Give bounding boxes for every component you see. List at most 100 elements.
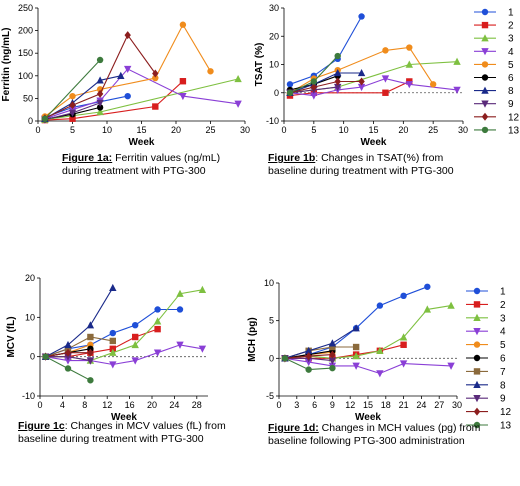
data-point-1 [400,292,407,300]
legend-entry-13: 13 [466,421,512,432]
y-tick-label: 50 [23,93,33,103]
y-tick-label: 100 [18,71,33,81]
series-line-4 [45,344,203,366]
legend-label: 7 [500,367,506,378]
x-tick-label: 18 [381,400,391,410]
x-tick-label: 5 [311,125,316,135]
data-point-1 [109,329,117,337]
series-line-4 [44,68,239,120]
data-point-12 [64,348,72,357]
legend-marker-6 [481,74,489,81]
legend-label: 13 [500,421,512,432]
legend-entry-3: 3 [474,34,514,45]
legend-marker-9 [481,100,489,108]
y-tick-label: 30 [269,3,279,13]
legend-label: 9 [500,394,506,405]
legend-marker-1 [481,8,489,16]
data-point-12 [69,101,76,110]
legend-label: 2 [508,21,514,32]
legend-entry-9: 9 [466,394,506,405]
data-point-5 [429,81,437,88]
data-point-4 [357,83,366,92]
legend-label: 2 [500,300,506,311]
legend-marker-3 [473,313,481,321]
data-point-1 [358,13,365,20]
data-point-4 [310,92,318,100]
legend-label: 4 [508,47,514,58]
data-point-8 [96,76,104,84]
series-line-8 [44,75,121,120]
y-tick-label: 0 [30,352,35,362]
data-point-2 [179,78,187,85]
data-point-1 [376,302,384,309]
caption-figure-1b: Figure 1b: Changes in TSAT(%) from basel… [268,152,458,178]
data-point-13 [87,377,94,384]
x-axis-label: Week [355,412,381,423]
data-point-1 [124,92,131,100]
x-tick-label: 30 [458,125,468,135]
data-point-9 [86,357,95,365]
x-tick-label: 0 [281,125,286,135]
legend-entry-5: 5 [466,340,506,351]
series-line-2 [44,80,184,121]
series-1 [286,13,365,88]
data-point-7 [329,343,336,351]
data-point-12 [152,69,159,78]
legend-entry-12: 12 [466,407,512,418]
x-axis-label: Week [129,137,155,148]
x-tick-label: 20 [171,125,181,135]
x-tick-label: 10 [339,125,349,135]
legend-label: 9 [508,99,514,110]
caption-figure-1a: Figure 1a: Ferritin values (ng/mL) durin… [62,152,252,178]
data-point-13 [310,78,318,85]
legend-entry-3: 3 [466,313,506,324]
series-line-8 [289,72,362,94]
legend-marker-12 [473,407,481,416]
legend-entry-7: 7 [466,367,506,378]
y-tick-label: 20 [25,273,35,283]
data-point-13 [64,365,72,372]
x-tick-label: 16 [125,400,135,410]
x-tick-label: 27 [434,400,444,410]
legend-entry-13: 13 [474,125,520,136]
caption-1c-label: Figure 1c [18,420,65,432]
data-point-2 [382,89,389,96]
data-point-1 [176,306,184,313]
legend-marker-5 [481,61,489,68]
legend-label: 12 [500,407,512,418]
data-point-1 [132,322,139,329]
data-point-3 [234,74,242,83]
data-point-1 [424,283,431,290]
data-point-8 [352,324,360,332]
data-point-7 [352,343,360,351]
legend-marker-5 [473,341,481,348]
x-tick-label: 9 [330,400,335,410]
x-tick-label: 0 [276,400,281,410]
x-tick-label: 24 [416,400,426,410]
data-point-5 [69,92,76,100]
data-point-13 [329,364,336,372]
data-point-7 [87,333,94,341]
data-point-12 [358,77,365,86]
legend-marker-2 [481,21,489,29]
legend-marker-1 [473,287,481,295]
data-point-3 [453,57,461,65]
data-point-4 [304,358,313,367]
data-point-3 [153,317,162,325]
data-point-5 [382,47,389,54]
data-point-4 [453,86,461,94]
y-tick-label: 20 [269,31,279,41]
data-point-12 [87,348,94,357]
data-point-2 [400,341,407,348]
x-tick-label: 25 [205,125,215,135]
legend-marker-2 [473,301,481,308]
data-point-3 [405,60,413,68]
data-point-2 [132,333,139,341]
data-point-3 [109,348,117,356]
legend-label: 4 [500,327,506,338]
y-axis-label: MCH (pg) [247,317,258,361]
series-line-8 [45,287,114,358]
legend-marker-4 [473,328,481,336]
y-tick-label: 0 [28,116,33,126]
